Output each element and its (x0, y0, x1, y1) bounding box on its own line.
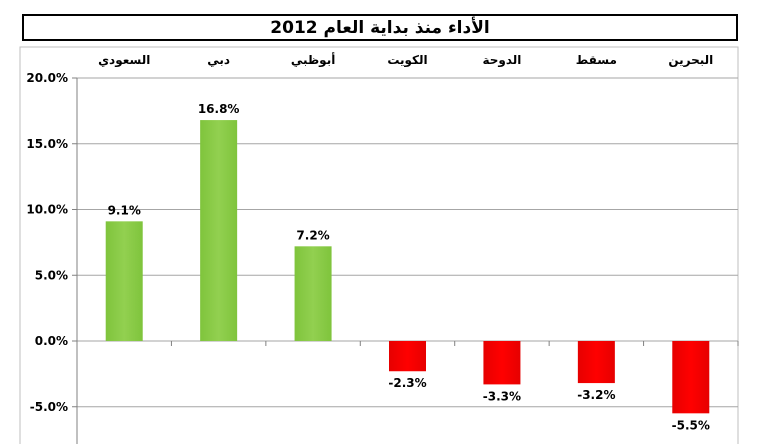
bar (389, 341, 426, 372)
y-tick-label: 5.0% (35, 268, 68, 282)
bar (105, 221, 143, 341)
data-label: 16.8% (198, 102, 240, 116)
data-label: -2.3% (388, 376, 426, 390)
category-label: البحرين (668, 53, 713, 67)
category-label: أبوظبي (291, 52, 335, 68)
data-label: -3.3% (483, 389, 521, 403)
data-label: -3.2% (577, 388, 615, 402)
y-tick-label: 15.0% (26, 137, 68, 151)
y-tick-label: 20.0% (26, 71, 68, 85)
bar (672, 341, 710, 414)
data-label: 7.2% (296, 228, 329, 242)
y-tick-label: 10.0% (26, 203, 68, 217)
data-label: -5.5% (672, 418, 710, 432)
chart-title: الأداء منذ بداية العام 2012 (270, 17, 490, 38)
category-label: مسقط (576, 53, 617, 67)
category-label: السعودي (98, 53, 150, 68)
data-label: 9.1% (108, 203, 141, 217)
category-label: الكويت (387, 53, 427, 68)
y-tick-label: -5.0% (30, 400, 68, 414)
category-label: دبي (207, 53, 230, 67)
bar (577, 341, 615, 384)
y-tick-label: 0.0% (35, 334, 68, 348)
plot-area (19, 46, 739, 444)
bar (200, 120, 238, 341)
bar (483, 341, 521, 385)
category-label: الدوحة (482, 53, 521, 68)
bar (294, 246, 332, 341)
chart-title-box: الأداء منذ بداية العام 2012 (22, 14, 738, 41)
